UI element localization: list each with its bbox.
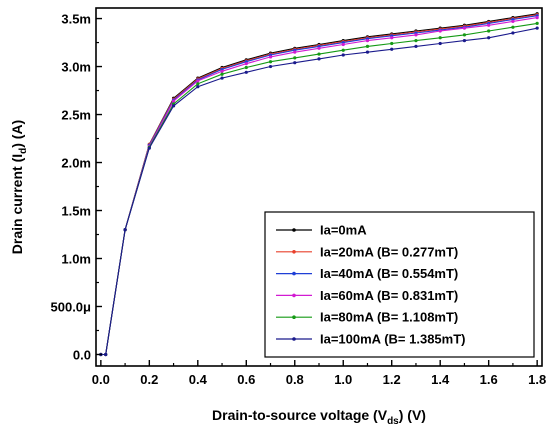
data-point: [511, 25, 515, 29]
data-point: [196, 82, 200, 86]
legend-item: Ia=60mA (B= 0.831mT): [276, 288, 458, 303]
data-point: [462, 39, 467, 43]
data-point: [104, 352, 108, 357]
data-point: [123, 228, 127, 232]
legend-marker: [292, 337, 296, 341]
y-tick-label: 0.0: [73, 347, 91, 362]
data-point: [511, 19, 515, 24]
data-point: [487, 23, 491, 27]
x-tick-label: 1.4: [431, 372, 450, 387]
data-point: [293, 50, 297, 54]
data-point: [220, 69, 224, 73]
legend-label: Ia=0mA: [320, 223, 367, 238]
data-point: [341, 48, 345, 52]
legend-marker: [292, 228, 296, 232]
legend-box: [264, 211, 535, 358]
y-tick-label: 3.0m: [61, 60, 91, 75]
legend-label: Ia=80mA (B= 1.108mT): [320, 310, 458, 325]
legend-marker: [292, 315, 296, 320]
legend-label: Ia=100mA (B= 1.385mT): [320, 332, 465, 347]
y-tick-label: 1.5m: [61, 204, 91, 219]
data-point: [535, 26, 539, 30]
x-tick-label: 0.8: [286, 372, 304, 387]
x-tick-label: 1.2: [383, 372, 401, 387]
data-point: [365, 50, 370, 54]
data-point: [244, 70, 248, 74]
data-point: [293, 61, 297, 65]
data-point: [317, 57, 321, 61]
data-point: [220, 72, 224, 76]
data-point: [317, 52, 321, 56]
y-tick-label: 500.0μ: [51, 299, 92, 314]
series-3: [99, 15, 539, 357]
data-point: [462, 26, 467, 30]
x-tick-label: 0.2: [140, 372, 158, 387]
data-point: [244, 65, 248, 70]
data-point: [390, 41, 394, 46]
data-point: [196, 85, 200, 89]
data-point: [511, 31, 515, 35]
data-point: [365, 44, 370, 48]
legend-label: Ia=20mA (B= 0.277mT): [320, 244, 458, 259]
x-tick-label: 1.8: [528, 372, 546, 387]
data-point: [390, 47, 394, 51]
series-layer: [99, 12, 539, 357]
data-point: [293, 56, 297, 60]
legend-item: Ia=0mA: [276, 223, 367, 238]
series-5: [99, 26, 539, 357]
data-point: [390, 36, 394, 40]
data-point: [438, 29, 442, 33]
data-point: [317, 46, 321, 50]
data-point: [171, 99, 176, 103]
data-point: [438, 41, 442, 46]
data-point: [244, 62, 248, 66]
y-axis-title: Drain current (Id) (A): [9, 120, 29, 254]
legend-item: Ia=40mA (B= 0.554mT): [276, 266, 458, 281]
legend-marker: [292, 271, 296, 276]
legend-item: Ia=80mA (B= 1.108mT): [276, 310, 458, 325]
data-point: [147, 146, 151, 150]
y-tick-label: 2.5m: [61, 108, 91, 123]
data-point: [220, 76, 224, 80]
data-point: [462, 33, 467, 37]
legend-item: Ia=100mA (B= 1.385mT): [276, 332, 465, 347]
x-tick-label: 1.6: [480, 372, 498, 387]
data-point: [341, 53, 345, 57]
y-tick-label: 3.5m: [61, 12, 91, 27]
x-tick-label: 0.4: [189, 372, 208, 387]
y-tick-label: 2.0m: [61, 156, 91, 171]
legend-label: Ia=60mA (B= 0.831mT): [320, 288, 458, 303]
data-point: [487, 29, 491, 33]
legend-marker: [292, 250, 296, 254]
x-tick-label: 0.0: [92, 372, 110, 387]
data-point: [341, 42, 345, 47]
y-tick-label: 1.0m: [61, 252, 91, 267]
legend: Ia=0mA Ia=20mA (B= 0.277mT) Ia=40mA (B= 0.…: [264, 211, 535, 358]
data-point: [414, 39, 418, 43]
data-point: [365, 39, 370, 43]
data-point: [268, 64, 273, 69]
x-axis-title: Drain-to-source voltage (Vds) (V): [212, 407, 426, 427]
data-point: [196, 79, 200, 83]
legend-marker: [292, 293, 296, 298]
data-point: [268, 60, 273, 64]
series-line: [100, 17, 538, 356]
x-tick-label: 0.6: [237, 372, 255, 387]
data-point: [171, 104, 176, 108]
series-line: [100, 27, 538, 356]
data-point: [438, 36, 442, 40]
data-point: [414, 44, 418, 48]
legend-item: Ia=20mA (B= 0.277mT): [276, 244, 458, 259]
data-point: [414, 33, 418, 37]
axis-ticks: 0.0 0.2 0.4 0.6 0.8 1.0 1.2 1.4 1.6 1.8 0.0 500.0μ 1…: [51, 12, 547, 387]
x-tick-label: 1.0: [334, 372, 352, 387]
data-point: [268, 55, 273, 59]
data-point: [487, 36, 491, 40]
data-point: [535, 15, 539, 20]
data-point: [535, 21, 539, 25]
legend-label: Ia=40mA (B= 0.554mT): [320, 266, 458, 281]
